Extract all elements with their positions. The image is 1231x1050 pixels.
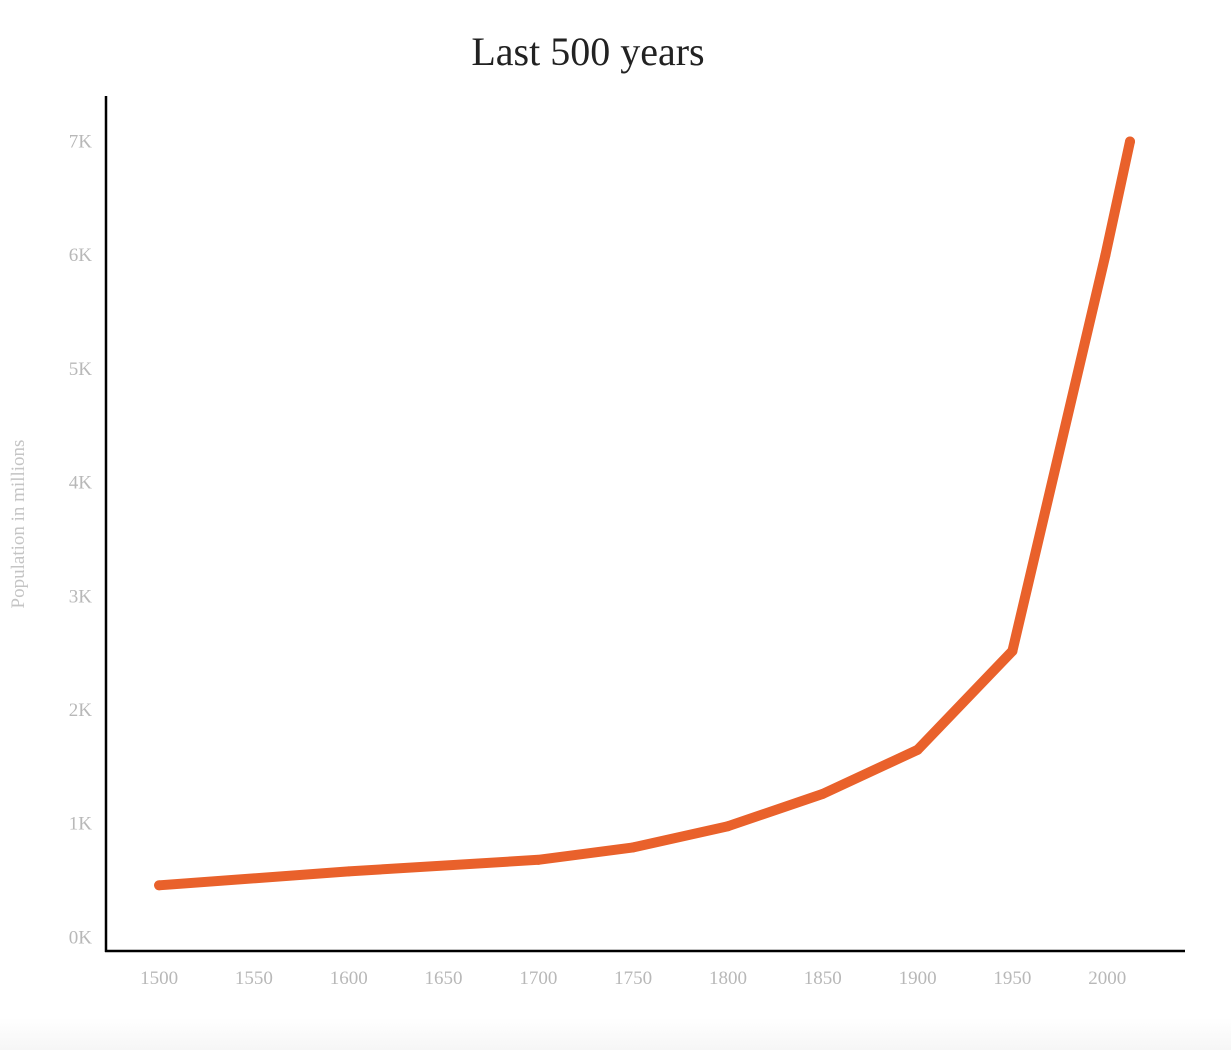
y-tick-label: 3K xyxy=(69,586,93,607)
chart-title: Last 500 years xyxy=(471,29,705,74)
x-tick-label: 1900 xyxy=(899,968,937,989)
y-tick-label: 6K xyxy=(69,245,93,266)
x-tick-label: 1800 xyxy=(709,968,747,989)
y-axis-title: Population in millions xyxy=(8,440,29,609)
data-point xyxy=(154,880,165,891)
data-point xyxy=(1125,136,1136,147)
y-axis-ticks: 0K 1K 2K 3K 4K 5K 6K 7K xyxy=(69,131,93,948)
data-point xyxy=(533,854,544,865)
x-tick-label: 2000 xyxy=(1088,968,1126,989)
x-tick-label: 1500 xyxy=(140,968,178,989)
y-tick-label: 0K xyxy=(69,927,93,948)
y-tick-label: 4K xyxy=(69,473,93,494)
data-point xyxy=(1007,645,1018,656)
y-tick-label: 2K xyxy=(69,700,93,721)
x-tick-label: 1850 xyxy=(804,968,842,989)
data-point xyxy=(817,788,828,799)
x-tick-label: 1750 xyxy=(614,968,652,989)
x-tick-label: 1650 xyxy=(425,968,463,989)
data-point xyxy=(722,821,733,832)
x-tick-label: 1700 xyxy=(519,968,557,989)
data-point xyxy=(628,842,639,853)
bottom-fade xyxy=(0,1018,1231,1050)
population-line xyxy=(154,136,1135,891)
x-tick-label: 1950 xyxy=(993,968,1031,989)
series-group xyxy=(154,136,1136,891)
y-tick-label: 5K xyxy=(69,359,93,380)
y-tick-label: 7K xyxy=(69,131,93,152)
data-point xyxy=(1100,250,1111,261)
x-axis-ticks: 1500 1550 1600 1650 1700 1750 1800 1850 1900 1950… xyxy=(140,968,1126,989)
data-point xyxy=(912,744,923,755)
y-tick-label: 1K xyxy=(69,814,93,835)
data-point xyxy=(343,866,354,877)
x-tick-label: 1600 xyxy=(330,968,368,989)
x-tick-label: 1550 xyxy=(235,968,273,989)
